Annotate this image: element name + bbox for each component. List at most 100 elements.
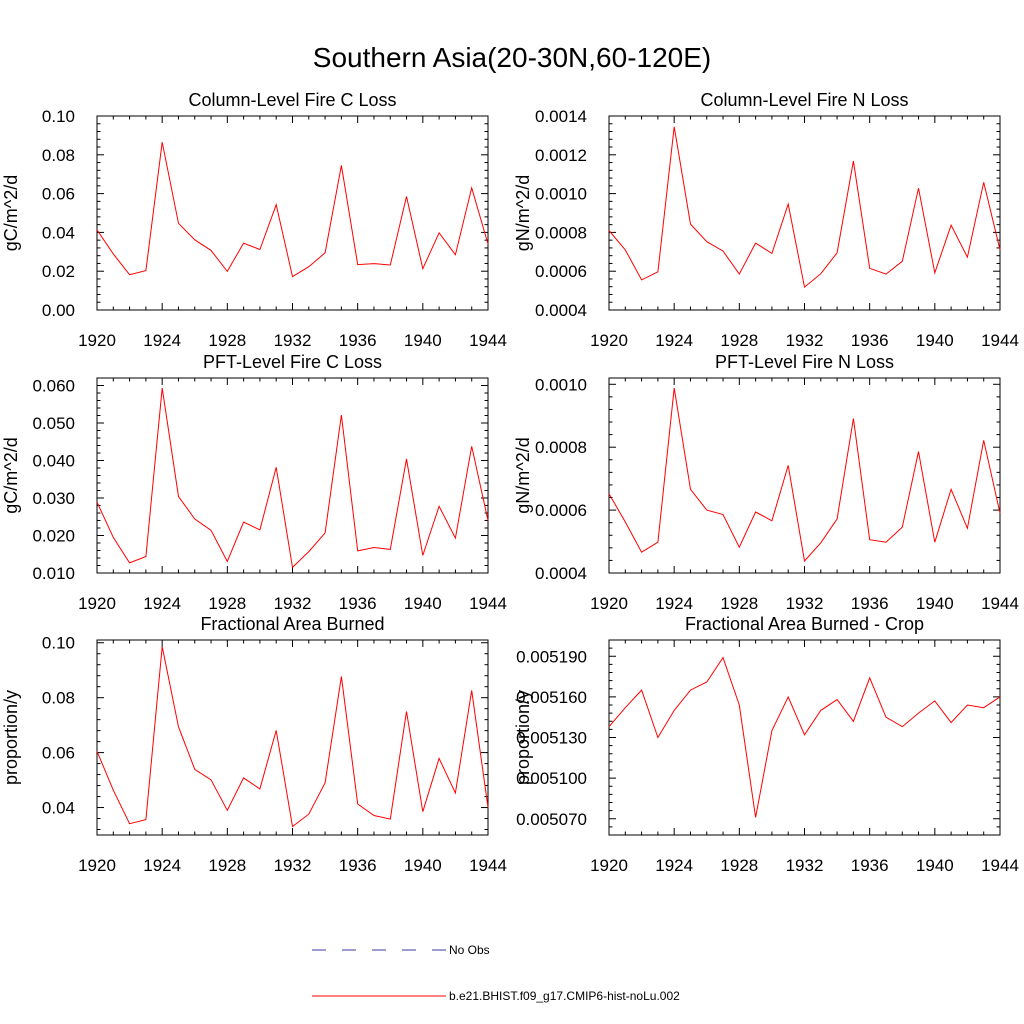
legend-obs-label: No Obs	[449, 943, 490, 957]
x-tick-label: 1940	[404, 856, 442, 875]
plot-frame	[608, 377, 1001, 574]
y-tick-label: 0.06	[42, 744, 75, 763]
chart-panel-4: 1920 1924 1928 1932 1936 1940 1944 0.0004 0.0006…	[513, 352, 1019, 613]
y-tick-label: 0.0014	[535, 107, 587, 126]
series-line	[96, 388, 489, 569]
series-line	[608, 388, 1001, 563]
x-tick-label: 1936	[339, 594, 377, 613]
chart-panel-3: 1920 1924 1928 1932 1936 1940 1944 0.010 0.020 0.…	[1, 352, 507, 613]
series-line	[96, 142, 489, 278]
x-tick-label: 1928	[208, 594, 246, 613]
y-tick-label: 0.0012	[535, 146, 587, 165]
x-tick-label: 1944	[981, 856, 1019, 875]
x-tick-label: 1940	[916, 856, 954, 875]
y-tick-label: 0.0008	[535, 438, 587, 457]
y-tick-label: 0.010	[32, 564, 75, 583]
x-tick-label: 1932	[786, 856, 824, 875]
x-tick-label: 1928	[720, 331, 758, 350]
plot-frame	[608, 639, 1001, 836]
x-tick-label: 1924	[655, 594, 693, 613]
y-tick-label: 0.0008	[535, 223, 587, 242]
chart-panel-1: 1920 1924 1928 1932 1936 1940 1944 0.00 0.02 0.04…	[1, 90, 507, 350]
panel-title: Column-Level Fire C Loss	[188, 90, 396, 110]
y-tick-label: 0.0004	[535, 564, 587, 583]
y-tick-label: 0.020	[32, 527, 75, 546]
x-tick-label: 1936	[851, 331, 889, 350]
y-tick-label: 0.050	[32, 414, 75, 433]
x-tick-label: 1936	[851, 594, 889, 613]
plot-frame	[96, 377, 489, 574]
chart-panel-6: 1920 1924 1928 1932 1936 1940 1944 0.005070 0.00…	[513, 614, 1019, 875]
x-tick-label: 1924	[655, 856, 693, 875]
x-tick-label: 1944	[469, 856, 507, 875]
y-tick-label: 0.005190	[516, 647, 587, 666]
x-tick-label: 1924	[143, 594, 181, 613]
y-axis-label: gC/m^2/d	[1, 175, 21, 251]
series-line	[608, 126, 1001, 289]
y-tick-label: 0.0006	[535, 501, 587, 520]
y-tick-label: 0.030	[32, 489, 75, 508]
chart-panels: 1920 1924 1928 1932 1936 1940 1944 0.00 0.02 0.04…	[1, 90, 1019, 875]
x-tick-label: 1932	[786, 331, 824, 350]
panel-title: Fractional Area Burned	[200, 614, 384, 634]
y-tick-label: 0.0010	[535, 375, 587, 394]
x-tick-label: 1924	[143, 856, 181, 875]
figure-title: Southern Asia(20-30N,60-120E)	[313, 42, 711, 73]
y-tick-label: 0.00	[42, 301, 75, 320]
y-tick-label: 0.060	[32, 377, 75, 396]
y-tick-label: 0.005100	[516, 769, 587, 788]
legend-model-label: b.e21.BHIST.f09_g17.CMIP6-hist-noLu.002	[449, 989, 680, 1003]
y-tick-label: 0.04	[42, 223, 75, 242]
y-tick-label: 0.005070	[516, 810, 587, 829]
y-tick-label: 0.10	[42, 634, 75, 653]
x-tick-label: 1928	[720, 856, 758, 875]
chart-panel-2: 1920 1924 1928 1932 1936 1940 1944 0.0004 0.0006…	[513, 90, 1019, 350]
x-tick-label: 1936	[339, 331, 377, 350]
y-tick-label: 0.0010	[535, 185, 587, 204]
x-tick-label: 1940	[916, 331, 954, 350]
x-tick-label: 1928	[720, 594, 758, 613]
x-tick-label: 1940	[404, 594, 442, 613]
panel-title: Column-Level Fire N Loss	[700, 90, 908, 110]
plot-frame	[96, 639, 489, 836]
x-tick-label: 1940	[916, 594, 954, 613]
x-tick-label: 1932	[274, 331, 312, 350]
panel-title: Fractional Area Burned - Crop	[685, 614, 924, 634]
y-tick-label: 0.08	[42, 689, 75, 708]
y-tick-label: 0.040	[32, 452, 75, 471]
plot-frame	[96, 115, 489, 311]
x-tick-label: 1932	[786, 594, 824, 613]
chart-panel-5: 1920 1924 1928 1932 1936 1940 1944 0.04 0.06 0.08…	[1, 614, 507, 875]
x-tick-label: 1944	[469, 594, 507, 613]
y-axis-label: gN/m^2/d	[513, 437, 533, 513]
y-tick-label: 0.0004	[535, 301, 587, 320]
x-tick-label: 1944	[981, 594, 1019, 613]
y-tick-label: 0.06	[42, 185, 75, 204]
x-tick-label: 1924	[655, 331, 693, 350]
y-tick-label: 0.005160	[516, 688, 587, 707]
x-tick-label: 1932	[274, 594, 312, 613]
x-tick-label: 1924	[143, 331, 181, 350]
y-tick-label: 0.005130	[516, 729, 587, 748]
legend: No Obs b.e21.BHIST.f09_g17.CMIP6-hist-no…	[312, 943, 680, 1003]
y-tick-label: 0.04	[42, 799, 75, 818]
x-tick-label: 1928	[208, 856, 246, 875]
y-tick-label: 0.0006	[535, 262, 587, 281]
x-tick-label: 1936	[851, 856, 889, 875]
x-tick-label: 1944	[469, 331, 507, 350]
y-axis-label: proportion/y	[1, 690, 21, 785]
x-tick-label: 1932	[274, 856, 312, 875]
y-axis-label: gN/m^2/d	[513, 175, 533, 251]
x-tick-label: 1936	[339, 856, 377, 875]
x-tick-label: 1940	[404, 331, 442, 350]
x-tick-label: 1920	[590, 594, 628, 613]
x-tick-label: 1928	[208, 331, 246, 350]
series-line	[608, 656, 1001, 818]
x-tick-label: 1920	[78, 856, 116, 875]
plot-frame	[608, 115, 1001, 311]
x-tick-label: 1920	[78, 331, 116, 350]
x-tick-label: 1920	[590, 856, 628, 875]
x-tick-label: 1920	[78, 594, 116, 613]
panel-title: PFT-Level Fire C Loss	[203, 352, 382, 372]
